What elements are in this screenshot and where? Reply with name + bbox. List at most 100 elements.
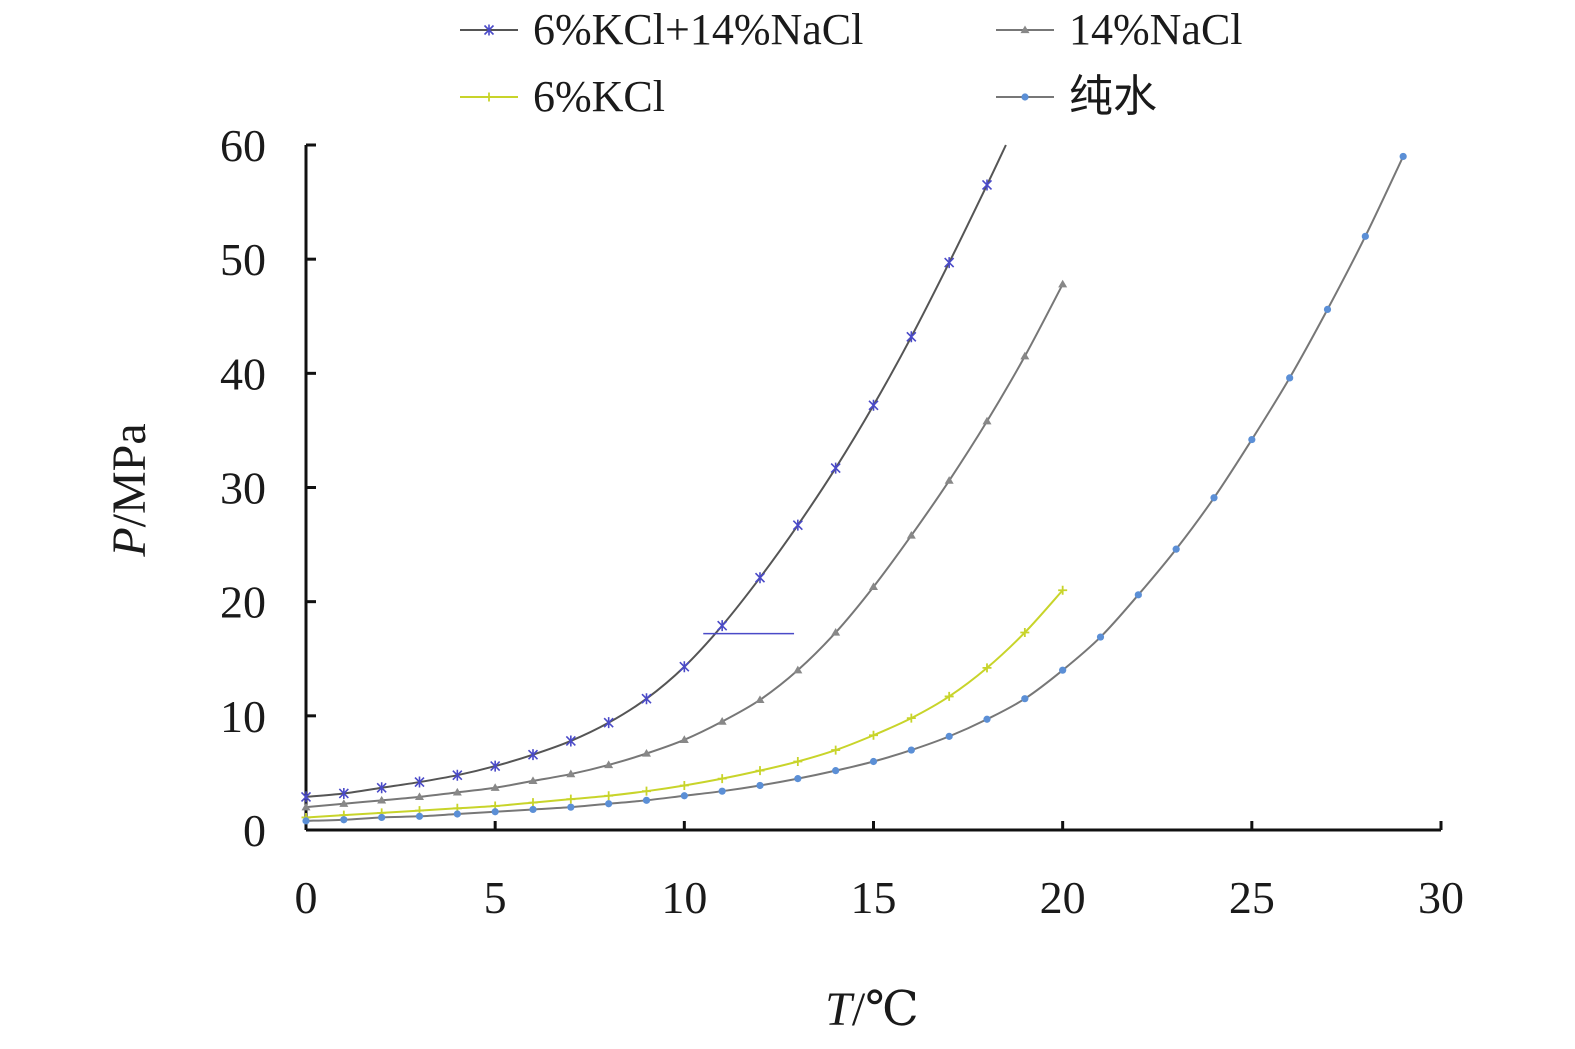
data-point: [755, 695, 765, 703]
data-point: [490, 783, 500, 791]
data-point: [1096, 633, 1105, 641]
data-point: [604, 791, 614, 801]
data-point: [1058, 279, 1068, 288]
x-tick-label: 20: [1040, 872, 1086, 923]
data-point: [453, 810, 461, 818]
data-point: [907, 746, 915, 754]
legend-item: 6%KCl: [460, 72, 665, 121]
data-point: [302, 817, 310, 825]
data-point: [793, 757, 803, 766]
series-line: [305, 144, 1007, 798]
legend-label: 14%NaCl: [1069, 5, 1243, 54]
data-point: [338, 787, 349, 799]
data-point: [832, 767, 840, 775]
legend-marker: [483, 24, 495, 36]
data-point: [868, 399, 879, 411]
legend-marker: [1021, 93, 1029, 101]
x-tick-label: 5: [484, 872, 507, 923]
data-point: [755, 766, 765, 776]
series-2: [301, 585, 1068, 822]
x-axis-unit: /℃: [852, 983, 919, 1036]
data-point: [642, 749, 651, 757]
data-point: [981, 179, 993, 191]
data-point: [944, 691, 954, 701]
data-point: [869, 730, 878, 740]
data-point: [983, 715, 991, 723]
y-tick-label: 20: [220, 577, 266, 628]
data-point: [679, 735, 689, 743]
data-point: [529, 805, 537, 814]
data-point: [376, 782, 387, 794]
data-point: [566, 769, 576, 778]
series-0: [300, 144, 1007, 803]
data-point: [793, 665, 803, 674]
data-point: [301, 802, 311, 811]
series-line: [305, 283, 1064, 809]
y-axis-title: P/MPa: [103, 423, 156, 557]
data-point: [528, 776, 538, 785]
data-point: [414, 776, 425, 788]
data-point: [831, 745, 841, 755]
data-point: [642, 786, 651, 796]
data-point: [792, 519, 803, 531]
y-tick-label: 50: [220, 234, 266, 285]
legend-label: 纯水: [1069, 72, 1157, 121]
data-point: [1323, 305, 1332, 313]
data-point: [754, 572, 766, 584]
data-point: [1020, 627, 1030, 637]
data-point: [718, 787, 726, 795]
data-point: [869, 757, 878, 766]
data-point: [566, 794, 576, 804]
x-tick-label: 30: [1418, 872, 1464, 923]
y-tick-label: 30: [220, 463, 266, 514]
data-point: [717, 620, 728, 632]
data-point: [906, 530, 916, 539]
x-axis-title: T/℃: [825, 983, 919, 1036]
data-point: [869, 582, 878, 590]
data-point: [679, 661, 690, 673]
data-point: [717, 774, 727, 784]
data-point: [603, 717, 614, 729]
data-point: [717, 717, 727, 725]
y-axis-variable: P: [103, 527, 156, 557]
data-point: [756, 781, 764, 790]
legend-label: 6%KCl: [533, 72, 665, 121]
data-point: [377, 795, 387, 804]
data-point: [604, 760, 614, 769]
y-tick-label: 10: [220, 691, 266, 742]
legend-item: 14%NaCl: [996, 5, 1243, 54]
x-tick-label: 0: [295, 872, 318, 923]
data-point: [1286, 374, 1294, 382]
data-point: [491, 808, 499, 816]
data-point: [945, 732, 953, 740]
data-point: [906, 713, 916, 723]
y-tick-label: 0: [243, 805, 266, 856]
data-point: [1134, 591, 1142, 599]
data-point: [830, 462, 841, 474]
series-1: [301, 279, 1068, 811]
x-tick-label: 15: [851, 872, 897, 923]
data-point: [1361, 232, 1369, 240]
series-line: [305, 155, 1405, 822]
data-point: [982, 663, 992, 673]
x-tick-label: 25: [1229, 872, 1275, 923]
data-point: [831, 627, 841, 636]
data-point: [1210, 494, 1218, 502]
data-point: [527, 749, 539, 761]
data-point: [605, 800, 613, 808]
data-point: [679, 780, 689, 790]
data-point: [1248, 435, 1256, 444]
data-point: [339, 799, 349, 807]
legend-label: 6%KCl+14%NaCl: [533, 5, 863, 54]
series-3: [302, 152, 1407, 825]
data-point: [490, 760, 501, 772]
data-point: [565, 735, 576, 747]
data-point: [1172, 545, 1180, 553]
data-point: [982, 416, 992, 425]
legend-item: 6%KCl+14%NaCl: [460, 5, 863, 54]
axes: 0 5 10 15 20 25 30 0 10 20 30 40 50 60: [220, 120, 1464, 923]
y-tick-label: 40: [220, 348, 266, 399]
data-point: [794, 775, 802, 783]
data-point: [452, 787, 462, 796]
